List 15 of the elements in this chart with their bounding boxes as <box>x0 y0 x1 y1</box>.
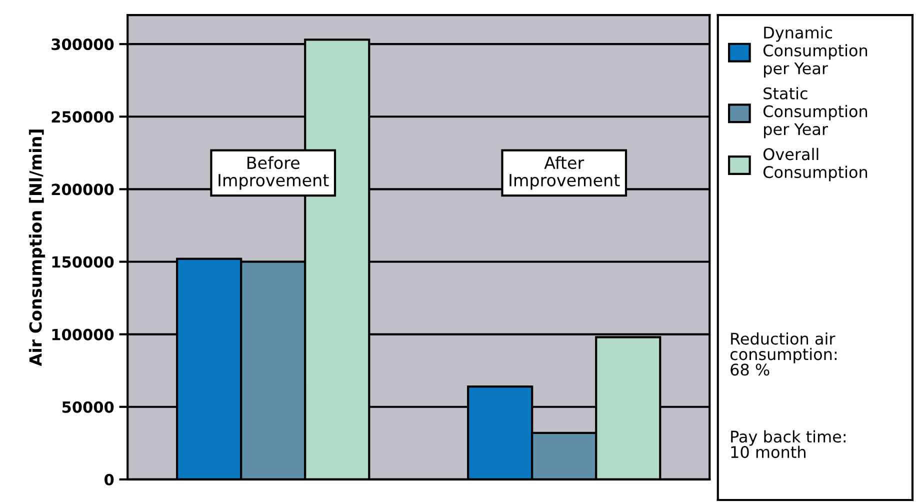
y-tick-label: 250000 <box>52 111 114 123</box>
x-tick-label: Before Improvement <box>218 156 329 190</box>
legend-label: Dynamic Consumption per Year <box>763 26 868 78</box>
y-axis-title: Air Consumption [Nl/min] <box>28 130 46 366</box>
y-tick-label: 300000 <box>52 38 114 50</box>
legend-label: Static Consumption per Year <box>763 87 868 138</box>
y-tick-label: 200000 <box>52 184 114 196</box>
legend-label: Overall Consumption <box>763 148 868 182</box>
y-tick-label: 50000 <box>62 401 114 413</box>
y-tick-label: 0 <box>104 474 114 486</box>
y-tick-label: 100000 <box>52 328 114 340</box>
x-tick-label: After Improvement <box>510 156 620 190</box>
text: Pay back time: 10 month <box>731 430 846 458</box>
text: Reduction air consumption: 68 % <box>730 332 836 376</box>
y-tick-label: 150000 <box>52 256 114 268</box>
